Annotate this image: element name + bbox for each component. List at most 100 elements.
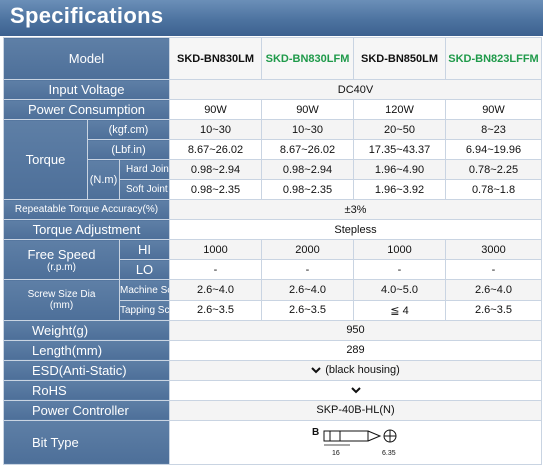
- speed-hi-value-2: 2000: [261, 239, 354, 261]
- bit-type-label: Bit Type: [3, 419, 170, 466]
- torque-kgf-unit: (kgf.cm): [87, 119, 170, 141]
- machine-screw-value-1: 2.6~4.0: [169, 279, 262, 301]
- torque-lbf-value-4: 6.94~19.96: [445, 139, 542, 161]
- torque-kgf-row: Torque (kgf.cm) 10~30 10~30 20~50 8~23: [3, 119, 542, 201]
- input-voltage-row: Input Voltage DC40V: [3, 79, 542, 101]
- bit-letter: B: [312, 427, 319, 438]
- length-value: 289: [169, 339, 542, 361]
- hard-joint-label: Hard Joint: [119, 159, 170, 181]
- adjustment-label: Torque Adjustment: [3, 219, 170, 241]
- checkmark-icon: [350, 385, 361, 395]
- length-row: Length(mm) 289: [3, 339, 542, 361]
- rohs-label: RoHS: [3, 379, 170, 401]
- speed-lo-value-1: -: [169, 259, 262, 281]
- model-label: Model: [3, 36, 170, 81]
- free-speed-lo-row: LO - - - -: [4, 259, 542, 281]
- accuracy-value: ±3%: [169, 199, 542, 221]
- speed-lo-label: LO: [119, 259, 170, 281]
- weight-label: Weight(g): [3, 319, 170, 341]
- torque-soft-value-1: 0.98~2.35: [169, 179, 262, 201]
- input-voltage-label: Input Voltage: [3, 79, 170, 101]
- torque-lbf-value-3: 17.35~43.37: [353, 139, 446, 161]
- bit-type-value: B 16 6.35: [169, 419, 542, 466]
- screw-size-label: Screw Size Dia: [27, 289, 96, 301]
- weight-value: 950: [169, 319, 542, 341]
- length-label: Length(mm): [3, 339, 170, 361]
- page-title: Specifications: [10, 3, 164, 28]
- torque-lbf-value-2: 8.67~26.02: [261, 139, 354, 161]
- tapping-screw-value-3: ≦ 4: [353, 299, 446, 321]
- machine-screw-value-4: 2.6~4.0: [445, 279, 542, 301]
- model-name-4: SKD-BN823LFFM: [445, 36, 542, 81]
- torque-kgf-value-2: 10~30: [261, 119, 354, 141]
- power-value-4: 90W: [445, 99, 542, 121]
- torque-kgf-value-4: 8~23: [445, 119, 542, 141]
- power-controller-row: Power Controller SKP-40B-HL(N): [3, 399, 542, 421]
- speed-hi-label: HI: [119, 239, 170, 261]
- torque-hard-value-1: 0.98~2.94: [169, 159, 262, 181]
- torque-hard-value-2: 0.98~2.94: [261, 159, 354, 181]
- torque-soft-value-3: 1.96~3.92: [353, 179, 446, 201]
- rohs-row: RoHS: [3, 379, 542, 401]
- accuracy-label: Repeatable Torque Accuracy(%): [3, 199, 170, 221]
- weight-row: Weight(g) 950: [3, 319, 542, 341]
- speed-lo-value-2: -: [261, 259, 354, 281]
- torque-soft-row: Soft Joint 0.98~2.35 0.98~2.35 1.96~3.92…: [4, 179, 542, 201]
- screw-size-label-cell: Screw Size Dia (mm): [3, 279, 120, 321]
- adjustment-value: Stepless: [169, 219, 542, 241]
- free-speed-label: Free Speed: [27, 246, 96, 262]
- esd-label: ESD(Anti-Static): [3, 359, 170, 381]
- free-speed-unit: (r.p.m): [47, 261, 76, 273]
- power-value-3: 120W: [353, 99, 446, 121]
- spec-table: Model SKD-BN830LM SKD-BN830LFM SKD-BN850…: [3, 36, 542, 466]
- power-label: Power Consumption: [3, 99, 170, 121]
- speed-lo-value-4: -: [445, 259, 542, 281]
- speed-hi-value-4: 3000: [445, 239, 542, 261]
- bit-type-row: Bit Type B 16 6.35: [3, 419, 542, 466]
- screw-tapping-row: Tapping Screw 2.6~3.5 2.6~3.5 ≦ 4 2.6~3.…: [4, 299, 542, 321]
- torque-hard-row: (N.m) Hard Joint 0.98~2.94 0.98~2.94 1.9…: [4, 159, 542, 201]
- torque-hard-value-4: 0.78~2.25: [445, 159, 542, 181]
- model-name-1: SKD-BN830LM: [169, 36, 262, 81]
- tapping-screw-value-1: 2.6~3.5: [169, 299, 262, 321]
- machine-screw-label: Machine Screw: [119, 279, 170, 301]
- bit-dim-1: 16: [332, 450, 340, 457]
- free-speed-label-cell: Free Speed (r.p.m): [3, 239, 120, 281]
- torque-lbf-unit: (Lbf.in): [87, 139, 170, 161]
- power-controller-value: SKP-40B-HL(N): [169, 399, 542, 421]
- torque-label: Torque: [3, 119, 88, 201]
- torque-kgf-value-1: 10~30: [169, 119, 262, 141]
- accuracy-row: Repeatable Torque Accuracy(%) ±3%: [3, 199, 542, 221]
- torque-soft-value-2: 0.98~2.35: [261, 179, 354, 201]
- power-value-2: 90W: [261, 99, 354, 121]
- input-voltage-value: DC40V: [169, 79, 542, 101]
- soft-joint-label: Soft Joint: [119, 179, 170, 201]
- machine-screw-value-2: 2.6~4.0: [261, 279, 354, 301]
- esd-row: ESD(Anti-Static) (black housing): [3, 359, 542, 381]
- free-speed-hi-row: Free Speed (r.p.m) HI 1000 2000 1000 300…: [3, 239, 542, 281]
- tapping-screw-label: Tapping Screw: [119, 299, 170, 321]
- power-value-1: 90W: [169, 99, 262, 121]
- power-controller-label: Power Controller: [3, 399, 170, 421]
- torque-nm-unit: (N.m): [87, 159, 120, 201]
- torque-hard-value-3: 1.96~4.90: [353, 159, 446, 181]
- rohs-value: [169, 379, 542, 401]
- checkmark-icon: [311, 365, 321, 375]
- adjustment-row: Torque Adjustment Stepless: [3, 219, 542, 241]
- model-name-2: SKD-BN830LFM: [261, 36, 354, 81]
- torque-soft-value-4: 0.78~1.8: [445, 179, 542, 201]
- torque-kgf-value-3: 20~50: [353, 119, 446, 141]
- tapping-screw-value-4: 2.6~3.5: [445, 299, 542, 321]
- speed-hi-value-3: 1000: [353, 239, 446, 261]
- esd-value: (black housing): [169, 359, 542, 381]
- screw-size-unit: (mm): [49, 300, 74, 312]
- model-row: Model SKD-BN830LM SKD-BN830LFM SKD-BN850…: [3, 36, 542, 81]
- torque-lbf-value-1: 8.67~26.02: [169, 139, 262, 161]
- header-bar: Specifications: [0, 0, 543, 36]
- speed-lo-value-3: -: [353, 259, 446, 281]
- machine-screw-value-3: 4.0~5.0: [353, 279, 446, 301]
- power-row: Power Consumption 90W 90W 120W 90W: [3, 99, 542, 121]
- bit-diagram-icon: B 16 6.35: [310, 423, 402, 462]
- torque-lbf-row: (Lbf.in) 8.67~26.02 8.67~26.02 17.35~43.…: [4, 139, 542, 161]
